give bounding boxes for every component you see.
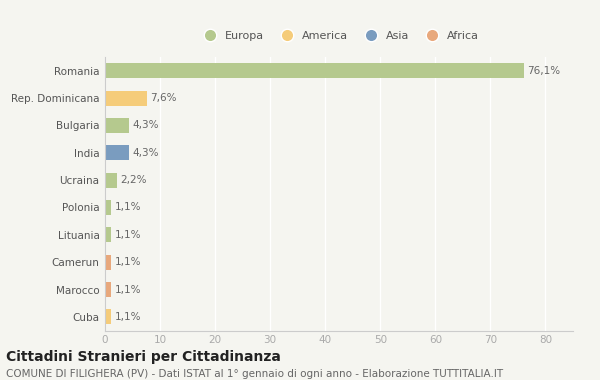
Bar: [105, 90, 147, 106]
Text: 1,1%: 1,1%: [115, 203, 141, 212]
Bar: [105, 200, 111, 215]
Bar: [105, 63, 524, 78]
Text: 1,1%: 1,1%: [115, 285, 141, 294]
Bar: [105, 309, 111, 325]
Text: 4,3%: 4,3%: [132, 148, 158, 158]
Bar: [105, 282, 111, 297]
Text: 1,1%: 1,1%: [115, 230, 141, 240]
Text: 1,1%: 1,1%: [115, 312, 141, 322]
Bar: [105, 118, 128, 133]
Bar: [105, 173, 117, 188]
Text: COMUNE DI FILIGHERA (PV) - Dati ISTAT al 1° gennaio di ogni anno - Elaborazione : COMUNE DI FILIGHERA (PV) - Dati ISTAT al…: [6, 369, 503, 378]
Text: 76,1%: 76,1%: [527, 66, 560, 76]
Legend: Europa, America, Asia, Africa: Europa, America, Asia, Africa: [199, 30, 479, 41]
Text: 7,6%: 7,6%: [150, 93, 176, 103]
Bar: [105, 227, 111, 242]
Bar: [105, 255, 111, 270]
Text: Cittadini Stranieri per Cittadinanza: Cittadini Stranieri per Cittadinanza: [6, 350, 281, 364]
Text: 4,3%: 4,3%: [132, 120, 158, 130]
Text: 1,1%: 1,1%: [115, 257, 141, 267]
Bar: [105, 145, 128, 160]
Text: 2,2%: 2,2%: [121, 175, 147, 185]
